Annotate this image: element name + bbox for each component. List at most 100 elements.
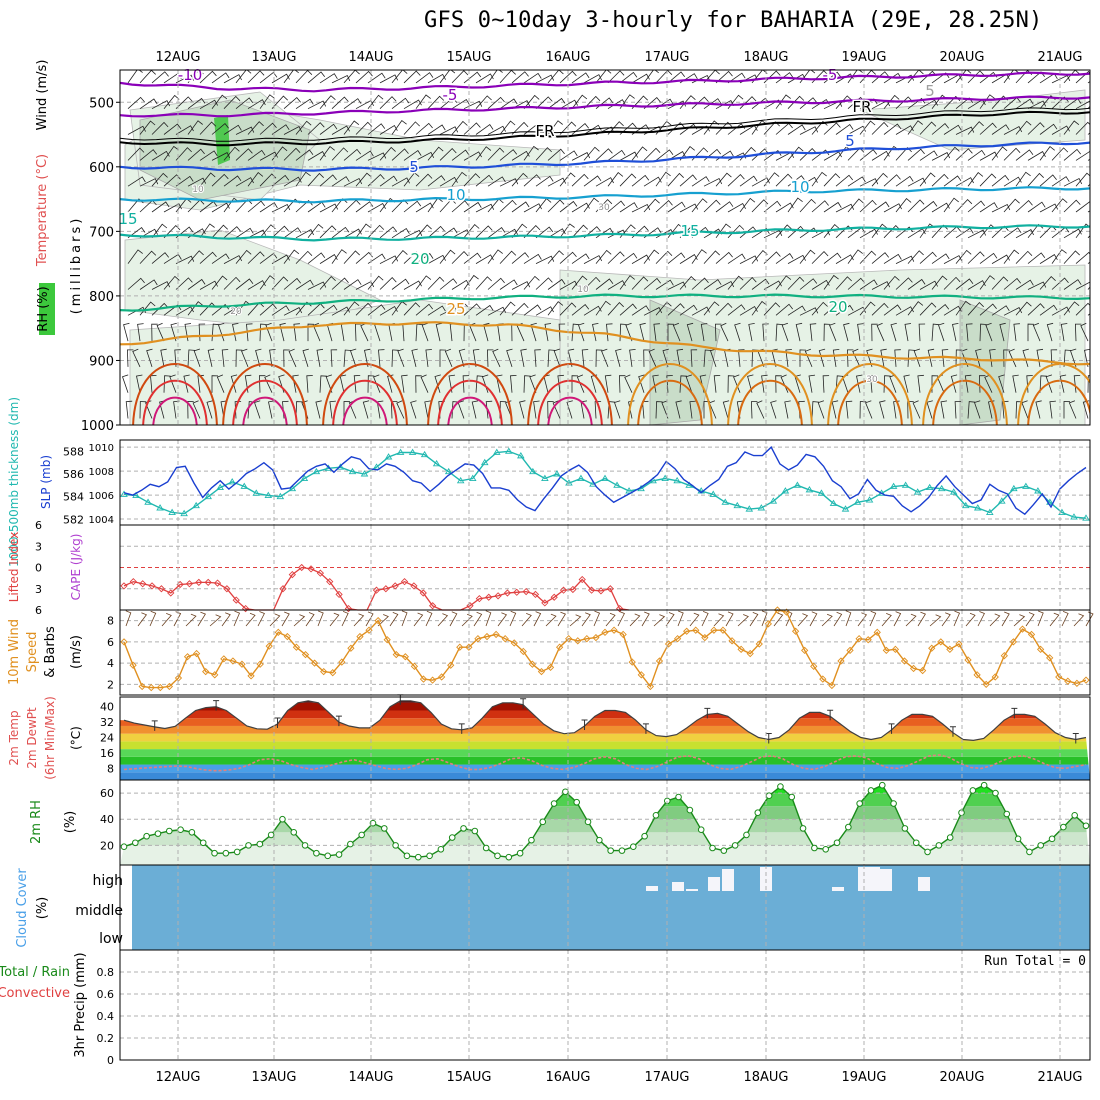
lifted-index-point xyxy=(232,596,240,604)
wind-barb xyxy=(211,304,230,316)
thickness-point xyxy=(144,498,152,505)
wind-barb xyxy=(904,323,912,342)
rh-point xyxy=(980,781,988,789)
wind-barb xyxy=(703,301,720,316)
rh-point xyxy=(811,844,818,852)
wind-speed-point xyxy=(211,671,219,679)
wind-barb xyxy=(818,348,826,368)
precip-run-total: Run Total = 0 xyxy=(984,954,1086,969)
wind-barb xyxy=(583,95,601,109)
wind-barb xyxy=(127,277,145,290)
wind-barb xyxy=(643,349,650,367)
axis-label-minmax: (6hr Min/Max) xyxy=(43,696,57,780)
thickness-point xyxy=(986,508,994,515)
wind-barb xyxy=(955,278,974,290)
wind-barb-10m xyxy=(557,611,566,627)
wind-barb xyxy=(283,147,301,161)
wind-barb xyxy=(1015,120,1032,135)
wind-barb xyxy=(967,172,984,187)
wind-barb xyxy=(331,176,350,187)
lifted-index-point xyxy=(223,585,231,593)
rh-point xyxy=(1037,842,1045,849)
wind-barb xyxy=(748,323,755,342)
wind-barb-10m xyxy=(701,611,709,627)
lifted-index-point xyxy=(185,580,194,588)
wind-barb xyxy=(739,305,758,316)
contour-label: 15 xyxy=(680,222,699,240)
contour-label: -5 xyxy=(823,66,838,84)
wind-barb xyxy=(991,124,1010,135)
wind-barb xyxy=(775,275,792,290)
thickness-point xyxy=(817,489,826,496)
wind-barb xyxy=(559,99,578,110)
lifted-index-point xyxy=(400,578,409,586)
wind-barb xyxy=(1075,150,1090,161)
panel-background xyxy=(120,950,1090,1060)
thickness-point xyxy=(577,474,585,481)
wind-barb xyxy=(211,375,219,393)
wind-barb xyxy=(1039,174,1057,187)
rh-point xyxy=(301,842,309,849)
wind-barb xyxy=(859,199,877,213)
wind-barb-10m xyxy=(689,612,700,627)
wind-barb xyxy=(870,375,877,393)
wind-barb xyxy=(559,150,578,161)
wind-barb xyxy=(643,198,660,213)
wind-barb xyxy=(463,274,479,290)
wind-barb xyxy=(883,94,900,109)
thickness-point xyxy=(781,487,790,494)
wind-barb xyxy=(519,400,526,419)
wind-barb xyxy=(756,400,765,419)
wind-barb xyxy=(571,94,588,109)
thickness-point xyxy=(300,474,309,481)
wind-barb xyxy=(223,276,241,290)
wind-barb-10m xyxy=(257,611,265,627)
wind-barb xyxy=(163,225,181,239)
rh-shading-dark xyxy=(959,299,1011,425)
wind-barb xyxy=(1063,301,1080,316)
wind-barb xyxy=(604,374,612,393)
wind-speed-line xyxy=(123,609,1087,689)
wind-barb xyxy=(246,323,253,342)
wind-barb xyxy=(835,304,854,316)
rh-point xyxy=(369,819,377,827)
wind-barb xyxy=(775,253,794,264)
wind-speed-point xyxy=(1064,677,1072,685)
rh-point xyxy=(539,818,547,826)
wind-barb xyxy=(895,74,915,84)
wind-speed-point xyxy=(619,630,627,639)
wind-barb xyxy=(367,275,384,290)
wind-barb xyxy=(1051,125,1070,135)
wind-barb xyxy=(865,400,873,419)
wind-barb xyxy=(206,400,213,419)
wind-speed-point xyxy=(782,608,791,616)
wind-barb xyxy=(462,375,470,393)
wind-barb-10m xyxy=(473,611,483,627)
wind-barb xyxy=(424,400,431,419)
rh-point xyxy=(494,852,501,860)
wind-barb xyxy=(1051,147,1069,161)
lifted-index-point xyxy=(578,575,586,584)
rh-point xyxy=(788,793,796,801)
thickness-point xyxy=(841,505,850,512)
wind-barb xyxy=(955,126,975,135)
wind-barb xyxy=(160,348,167,367)
contour-label: 15 xyxy=(118,210,137,228)
wind-barb xyxy=(379,277,397,290)
wind-barb xyxy=(979,202,998,213)
thickness-point xyxy=(156,504,164,511)
wind-barb xyxy=(784,400,791,419)
wind-barb-10m xyxy=(269,613,281,627)
wind-barb xyxy=(379,255,399,264)
wind-barb xyxy=(259,122,277,135)
wind-barb xyxy=(295,301,312,316)
lifted-index-point xyxy=(513,588,521,596)
wind-barb xyxy=(691,306,710,316)
wind-barb xyxy=(247,149,266,161)
wind-barb xyxy=(571,224,588,239)
wind-barb xyxy=(857,323,864,342)
wind-barb xyxy=(799,198,816,213)
wind-barb xyxy=(979,122,997,135)
contour-label: -10 xyxy=(178,66,203,84)
wind-barb xyxy=(136,374,143,393)
